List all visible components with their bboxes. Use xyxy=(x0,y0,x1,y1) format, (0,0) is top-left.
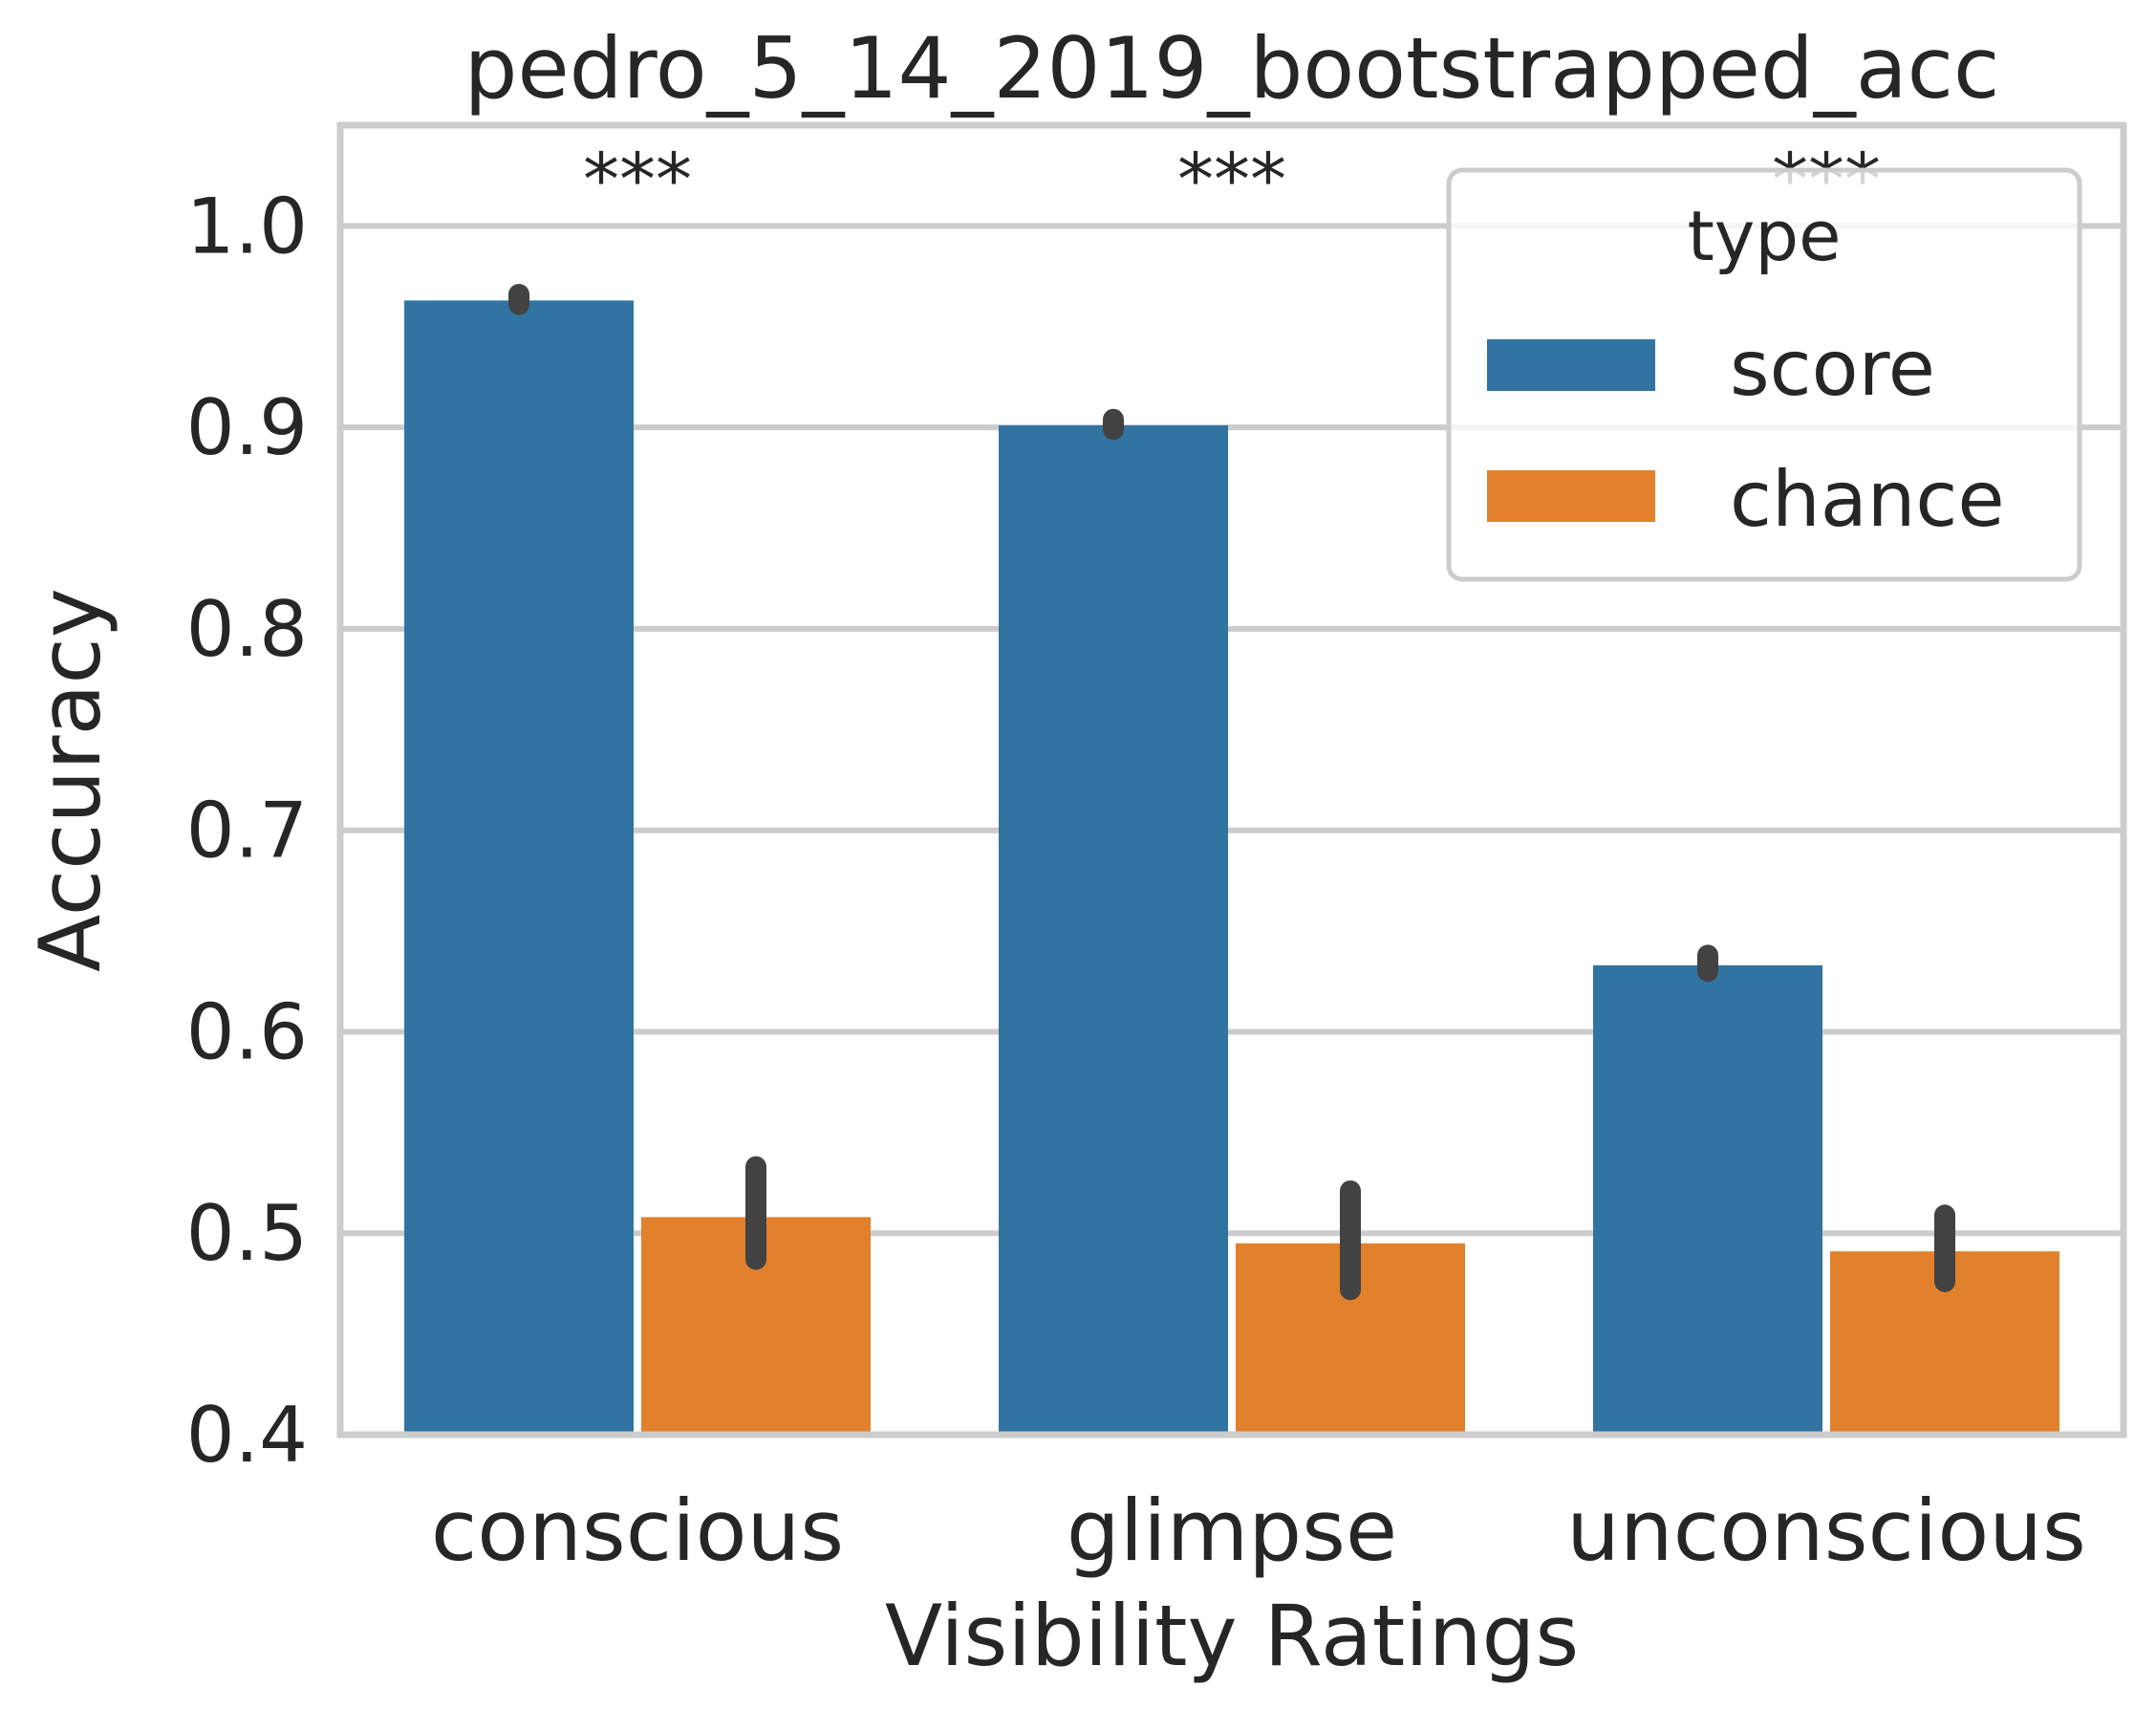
legend-swatch-chance xyxy=(1487,470,1655,522)
y-tick-label: 0.6 xyxy=(186,987,308,1076)
x-tick-label: conscious xyxy=(431,1482,844,1580)
legend: type score chance xyxy=(1446,167,2082,582)
bars xyxy=(404,300,2059,1435)
legend-label-score: score xyxy=(1730,324,1935,413)
x-axis-label: Visibility Ratings xyxy=(885,1587,1579,1685)
y-axis-ticks: 0.4 0.5 0.6 0.7 0.8 0.9 1.0 xyxy=(186,182,308,1480)
y-tick-label: 1.0 xyxy=(186,182,308,270)
y-axis-label: Accuracy xyxy=(21,588,119,972)
bar-score-unconscious xyxy=(1593,964,1822,1435)
y-tick-label: 0.5 xyxy=(186,1189,308,1278)
significance-annotation: *** xyxy=(583,137,692,222)
x-tick-label: unconscious xyxy=(1566,1482,2086,1580)
y-tick-label: 0.7 xyxy=(186,787,308,876)
y-tick-label: 0.8 xyxy=(186,585,308,674)
x-axis-ticks: conscious glimpse unconscious xyxy=(431,1482,2086,1580)
legend-title: type xyxy=(1688,196,1842,276)
significance-annotation: *** xyxy=(1177,137,1286,222)
bar-score-conscious xyxy=(404,300,634,1435)
y-tick-label: 0.4 xyxy=(186,1391,308,1480)
x-tick-label: glimpse xyxy=(1067,1482,1397,1580)
error-bars xyxy=(508,284,1955,1301)
legend-label-chance: chance xyxy=(1730,455,2005,544)
y-tick-label: 0.9 xyxy=(186,383,308,472)
chart-title: pedro_5_14_2019_bootstrapped_acc xyxy=(464,19,2000,118)
bar-score-glimpse xyxy=(999,425,1228,1435)
plot-frame xyxy=(336,121,2127,1439)
legend-swatch-score xyxy=(1487,339,1655,391)
